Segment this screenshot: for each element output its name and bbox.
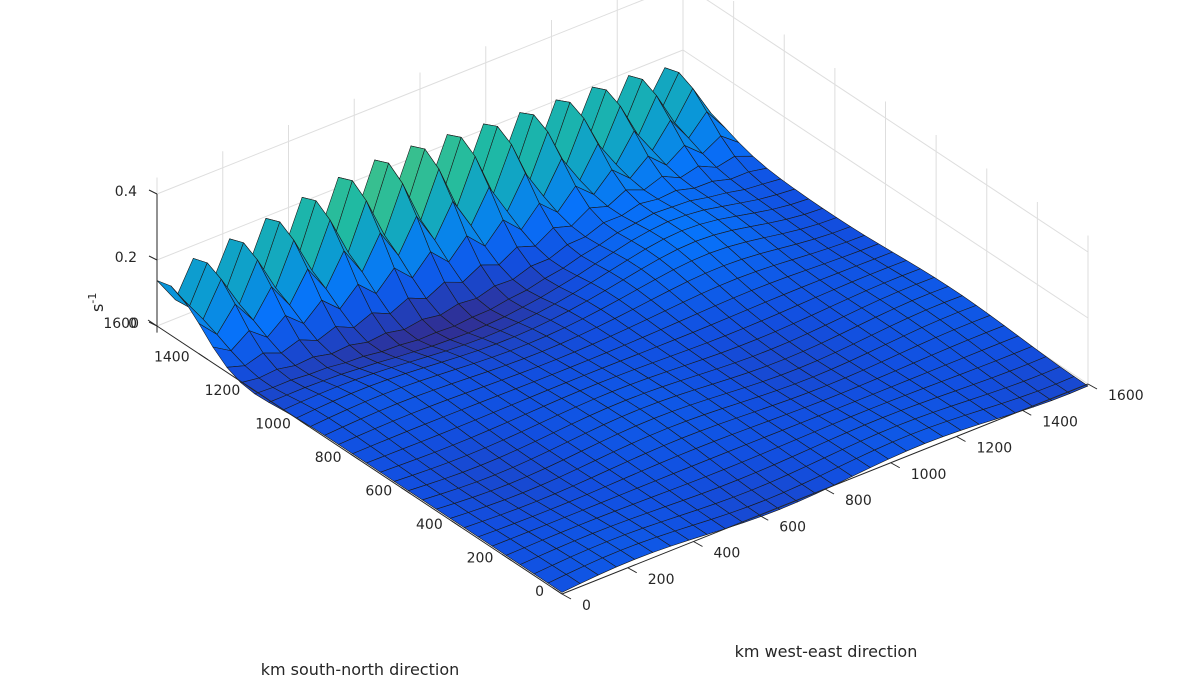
y-axis-label: km south-north direction xyxy=(261,660,460,679)
x-tick-mark xyxy=(759,514,769,521)
y-tick-label: 1200 xyxy=(205,383,241,399)
surface-face xyxy=(547,574,581,593)
grid-line xyxy=(706,0,1089,253)
z-axis-label-text: s xyxy=(88,304,107,312)
z-tick-label: 0.2 xyxy=(115,250,137,266)
grid-line xyxy=(156,0,645,195)
x-tick-mark xyxy=(693,541,703,547)
x-tick-mark xyxy=(561,593,572,600)
y-tick-label: 1000 xyxy=(255,417,291,433)
x-tick-mark xyxy=(824,488,835,495)
x-tick-label: 1400 xyxy=(1042,414,1078,430)
x-tick-label: 800 xyxy=(845,493,872,509)
y-tick-label: 400 xyxy=(416,517,443,533)
x-axis-ticks: 0 200 400 600 800 1000 1200 1400 1600 xyxy=(561,383,1144,614)
y-tick-mark xyxy=(400,487,411,494)
z-tick-label: 0.4 xyxy=(115,184,137,200)
z-tick-mark xyxy=(148,321,158,327)
y-tick-mark xyxy=(198,353,208,360)
y-tick-label: 200 xyxy=(467,551,494,567)
x-tick-mark xyxy=(890,462,900,469)
z-tick-label: 0 xyxy=(128,316,137,332)
z-axis-ticks: 0 0.2 0.4 xyxy=(115,184,158,332)
x-axis-label: km west-east direction xyxy=(735,642,918,661)
x-tick-label: 1600 xyxy=(1108,388,1144,404)
y-tick-mark xyxy=(350,453,360,461)
svg-text:s-1: s-1 xyxy=(86,293,107,312)
x-tick-label: 1000 xyxy=(911,467,947,483)
y-tick-mark xyxy=(451,520,462,528)
x-tick-label: 200 xyxy=(648,572,675,588)
y-tick-label: 600 xyxy=(365,484,392,500)
x-tick-label: 600 xyxy=(779,519,806,535)
x-tick-label: 0 xyxy=(582,598,591,614)
y-axis-ticks: 0 200 400 600 800 1000 1200 1400 1600 xyxy=(103,316,563,600)
z-tick-mark xyxy=(148,255,158,261)
x-tick-label: 400 xyxy=(714,546,741,562)
y-tick-mark xyxy=(502,554,512,561)
y-tick-mark xyxy=(248,386,259,394)
y-tick-mark xyxy=(552,587,563,595)
x-tick-mark xyxy=(956,436,966,442)
y-tick-label: 1400 xyxy=(154,350,190,366)
y-tick-label: 800 xyxy=(315,450,342,466)
surface-mesh xyxy=(156,67,1089,593)
x-tick-mark xyxy=(627,567,637,574)
z-axis-label-exponent: -1 xyxy=(86,293,99,304)
grid-line xyxy=(682,49,1089,319)
x-tick-mark xyxy=(1087,383,1098,390)
y-tick-mark xyxy=(299,420,310,427)
z-tick-mark xyxy=(148,189,158,195)
x-tick-mark xyxy=(1022,409,1032,416)
y-tick-label: 0 xyxy=(535,584,544,600)
x-tick-label: 1200 xyxy=(977,441,1013,457)
z-axis-label: s-1 xyxy=(86,293,107,312)
y-tick-label: 1600 xyxy=(103,316,139,332)
